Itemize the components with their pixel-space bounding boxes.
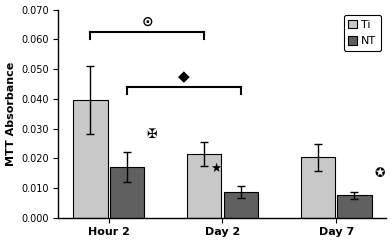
Text: ⊙: ⊙	[142, 15, 153, 29]
Bar	[223, 192, 258, 218]
Text: ★: ★	[210, 162, 221, 175]
Bar	[301, 157, 335, 218]
Bar	[187, 154, 221, 218]
Text: ◆: ◆	[178, 69, 190, 84]
Bar	[110, 167, 144, 218]
Text: ✠: ✠	[147, 128, 157, 141]
Y-axis label: MTT Absorbance: MTT Absorbance	[5, 61, 16, 166]
Legend: Ti, NT: Ti, NT	[343, 15, 381, 51]
Bar	[338, 195, 372, 218]
Text: ✪: ✪	[374, 167, 385, 180]
Bar	[73, 100, 107, 218]
